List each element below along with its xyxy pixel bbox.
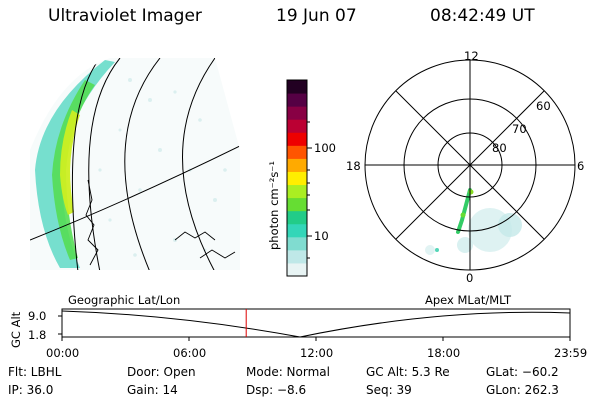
mlt-label-18: 18 [346, 159, 361, 173]
aurora-limb-outer [35, 60, 115, 268]
image-time: 08:42:49 UT [430, 6, 535, 26]
colorbar-swatch [287, 262, 307, 277]
mlt-label-0: 0 [466, 271, 473, 285]
x-tick-1800: 18:00 [427, 346, 460, 360]
x-tick-2359: 23:59 [554, 346, 587, 360]
aurora-limb-mid [52, 80, 95, 260]
colorbar-swatch [287, 210, 307, 225]
x-tick-0600: 06:00 [173, 346, 206, 360]
info-mode: Mode: Normal [246, 365, 330, 379]
colorbar-swatch [287, 106, 307, 120]
info-glon: GLon: 262.3 [486, 383, 559, 397]
gc-alt-label: GC Alt [9, 311, 23, 348]
polar-spokes [365, 60, 575, 270]
mlt-label-12: 12 [464, 49, 479, 63]
colorbar-tick-100: 100 [314, 141, 336, 155]
mlat-label-60: 60 [536, 99, 551, 113]
colorbar-ticks [307, 121, 312, 259]
altitude-plot: Geographic Lat/Lon Apex MLat/MLT GC Alt … [9, 293, 587, 360]
speckle-field [98, 78, 227, 257]
geographic-caption: Geographic Lat/Lon [68, 293, 180, 307]
info-ip: IP: 36.0 [8, 383, 53, 397]
colorbar-swatch [287, 158, 307, 172]
x-tick-1200: 12:00 [300, 346, 333, 360]
info-flt: Flt: LBHL [8, 365, 62, 379]
mlat-label-70: 70 [512, 122, 527, 136]
colorbar-swatch [287, 119, 307, 133]
latlon-grid [30, 58, 240, 270]
colorbar-frame [286, 79, 308, 277]
mlt-label-6: 6 [577, 159, 584, 173]
x-tick-0000: 00:00 [46, 346, 79, 360]
polar-plot: 12 18 6 0 60 70 80 [346, 49, 584, 285]
info-glat: GLat: −60.2 [486, 365, 559, 379]
altitude-axis-ticks [58, 315, 571, 341]
colorbar-swatch [287, 145, 307, 159]
colorbar-swatch [287, 197, 307, 212]
info-seq: Seq: 39 [366, 383, 412, 397]
info-panel: Flt: LBHL Door: Open Mode: Normal GC Alt… [8, 365, 559, 397]
colorbar-tick-10: 10 [314, 229, 329, 243]
info-door: Door: Open [127, 365, 196, 379]
coastlines [85, 179, 236, 266]
colorbar-swatch [287, 184, 307, 199]
aurora-limb-inner [60, 110, 80, 215]
info-gain: Gain: 14 [127, 383, 178, 397]
info-dsp: Dsp: −8.6 [246, 383, 306, 397]
colorbar-swatch [287, 171, 307, 186]
colorbar-swatch [287, 249, 307, 264]
colorbar [287, 80, 307, 277]
image-title: Ultraviolet Imager [48, 6, 202, 26]
colorbar-unit-label: photon cm⁻²s⁻¹ [267, 161, 281, 250]
colorbar-swatch [287, 236, 307, 251]
colorbar-swatch [287, 80, 307, 94]
colorbar-swatch [287, 93, 307, 107]
geographic-image [30, 58, 240, 270]
colorbar-swatch [287, 223, 307, 238]
apex-caption: Apex MLat/MLT [425, 293, 512, 307]
polar-speckle [425, 208, 522, 255]
y-tick-1-8: 1.8 [28, 328, 46, 342]
info-gcalt: GC Alt: 5.3 Re [366, 365, 450, 379]
image-date: 19 Jun 07 [276, 6, 357, 26]
altitude-curve [61, 310, 571, 338]
y-tick-9: 9.0 [28, 309, 46, 323]
colorbar-swatch [287, 132, 307, 146]
mlat-label-80: 80 [492, 141, 507, 155]
